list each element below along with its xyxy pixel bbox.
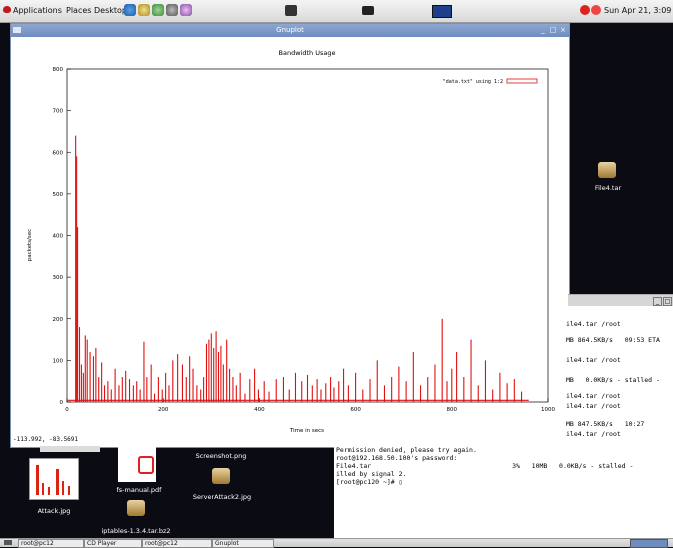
desktop-icon-file4[interactable]: File4.tar bbox=[588, 162, 628, 202]
terminal-line: ile4.tar /root bbox=[566, 356, 621, 364]
archive-icon bbox=[598, 162, 616, 178]
clock[interactable]: Sun Apr 21, 3:09 PM bbox=[604, 6, 673, 15]
show-desktop-icon[interactable] bbox=[4, 540, 12, 545]
desktop-icon-screenshot[interactable]: Screenshot.png bbox=[186, 446, 256, 464]
image-thumbnail-icon bbox=[29, 458, 79, 500]
y-tick-label: 700 bbox=[53, 109, 64, 115]
legend-swatch bbox=[506, 78, 538, 84]
workspace-switcher[interactable] bbox=[630, 539, 668, 548]
desktop-icon-iptables[interactable]: iptables-1.3.4.tar.bz2 bbox=[96, 500, 176, 538]
terminal-line: File4.tar 3% 10MB 0.0KB/s - stalled - bbox=[336, 462, 634, 470]
legend: "data.txt" using 1:2 bbox=[443, 78, 538, 85]
window-title: Gnuplot bbox=[276, 26, 304, 34]
x-tick-label: 200 bbox=[158, 407, 169, 413]
x-tick-label: 600 bbox=[350, 407, 361, 413]
y-tick-label: 800 bbox=[53, 67, 64, 73]
terminal-line: ile4.tar /root bbox=[566, 392, 621, 400]
desktop-icon-attack[interactable]: Attack.jpg bbox=[20, 458, 88, 518]
desktop-icon-label: Attack.jpg bbox=[37, 507, 71, 515]
y-tick-label: 100 bbox=[53, 358, 64, 364]
bandwidth-chart: Bandwidth Usage packets/sec Time in secs… bbox=[27, 49, 555, 434]
menu-places[interactable]: Places bbox=[66, 6, 92, 15]
archive-icon bbox=[127, 500, 145, 516]
terminal-output[interactable]: Permission denied, please try again. root… bbox=[334, 446, 673, 538]
terminal-line: illed by signal 2. bbox=[336, 470, 407, 478]
taskbar: root@pc12 CD Player root@pc12 Gnuplot bbox=[0, 538, 673, 548]
desktop-icon-label: File4.tar bbox=[594, 184, 622, 192]
terminal-output-right[interactable]: ile4.tar /root MB 864.5KB/s 09:53 ETA ile4… bbox=[566, 306, 673, 446]
taskbar-item-gnuplot[interactable]: Gnuplot bbox=[212, 539, 274, 548]
desktop-icon-serverattack[interactable]: ServerAttack2.jpg bbox=[186, 468, 258, 504]
terminal-line: Permission denied, please try again. bbox=[336, 446, 477, 454]
cursor-coordinates: -113.992, -83.5691 bbox=[13, 436, 79, 443]
legend-label: "data.txt" using 1:2 bbox=[443, 79, 503, 85]
y-tick-label: 0 bbox=[60, 400, 64, 406]
browser-launcher-icon[interactable] bbox=[124, 4, 136, 16]
maximize-button[interactable]: □ bbox=[663, 297, 672, 306]
y-tick-label: 500 bbox=[53, 192, 64, 198]
y-tick-label: 300 bbox=[53, 275, 64, 281]
terminal-line: [root@pc120 ~]# ▯ bbox=[336, 478, 403, 486]
desktop-icon-label: fs-manual.pdf bbox=[116, 486, 162, 494]
tray-network-icon[interactable] bbox=[285, 5, 297, 16]
x-tick-label: 400 bbox=[254, 407, 265, 413]
gnuplot-window: Gnuplot _ □ × Bandwidth Usage packets/se… bbox=[10, 23, 570, 448]
terminal-line: ile4.tar /root bbox=[566, 430, 621, 438]
desktop-icon-screenshot-partial bbox=[40, 446, 100, 452]
tray-camera-icon[interactable] bbox=[362, 6, 374, 15]
desktop-icon-fsmanual[interactable]: fs-manual.pdf bbox=[108, 446, 170, 496]
settings-launcher-icon[interactable] bbox=[180, 4, 192, 16]
y-tick-label: 600 bbox=[53, 150, 64, 156]
maximize-button[interactable]: □ bbox=[549, 26, 557, 34]
x-axis-label: Time in secs bbox=[289, 428, 324, 434]
terminal-line: MB 864.5KB/s 09:53 ETA bbox=[566, 336, 660, 344]
taskbar-item-terminal-1[interactable]: root@pc12 bbox=[18, 539, 84, 548]
x-tick-label: 1000 bbox=[541, 407, 555, 413]
chart-title: Bandwidth Usage bbox=[279, 49, 336, 57]
tray-monitor-icon[interactable] bbox=[432, 5, 452, 18]
terminal-line: ile4.tar /root bbox=[566, 320, 621, 328]
desktop-icon-label: iptables-1.3.4.tar.bz2 bbox=[101, 527, 171, 535]
minimize-button[interactable]: _ bbox=[541, 26, 545, 34]
x-tick-label: 800 bbox=[447, 407, 458, 413]
terminal-line: root@192.168.50.100's password: bbox=[336, 454, 458, 462]
desktop-icon-label: Screenshot.png bbox=[195, 452, 247, 460]
window-menu-icon[interactable] bbox=[13, 27, 21, 33]
taskbar-item-cd-player[interactable]: CD Player bbox=[84, 539, 142, 548]
archive-icon bbox=[212, 468, 230, 484]
tray-alert-icon[interactable] bbox=[591, 5, 601, 15]
desktop-icon-label: ServerAttack2.jpg bbox=[192, 493, 252, 501]
foot-icon[interactable] bbox=[3, 6, 11, 13]
y-axis-label: packets/sec bbox=[27, 229, 33, 261]
y-tick-label: 200 bbox=[53, 317, 64, 323]
pdf-icon bbox=[118, 446, 156, 482]
terminal-line: MB 0.0KB/s - stalled - bbox=[566, 376, 660, 384]
terminal-line: MB 847.5KB/s 10:27 bbox=[566, 420, 645, 428]
minimize-button[interactable]: _ bbox=[653, 297, 662, 306]
menu-applications[interactable]: Applications bbox=[13, 6, 62, 15]
terminal-launcher-icon[interactable] bbox=[166, 4, 178, 16]
mail-launcher-icon[interactable] bbox=[138, 4, 150, 16]
close-button[interactable]: × bbox=[560, 26, 566, 34]
editor-launcher-icon[interactable] bbox=[152, 4, 164, 16]
top-panel: Applications Places Desktop Sun Apr 21, … bbox=[0, 0, 673, 23]
window-titlebar[interactable]: Gnuplot _ □ × bbox=[11, 24, 569, 37]
tray-update-icon[interactable] bbox=[580, 5, 590, 15]
taskbar-item-terminal-2[interactable]: root@pc12 bbox=[142, 539, 212, 548]
y-tick-label: 400 bbox=[53, 234, 64, 240]
plot-border bbox=[66, 68, 549, 403]
x-tick-label: 0 bbox=[65, 407, 69, 413]
terminal-line: ile4.tar /root bbox=[566, 402, 621, 410]
menu-desktop[interactable]: Desktop bbox=[94, 6, 127, 15]
